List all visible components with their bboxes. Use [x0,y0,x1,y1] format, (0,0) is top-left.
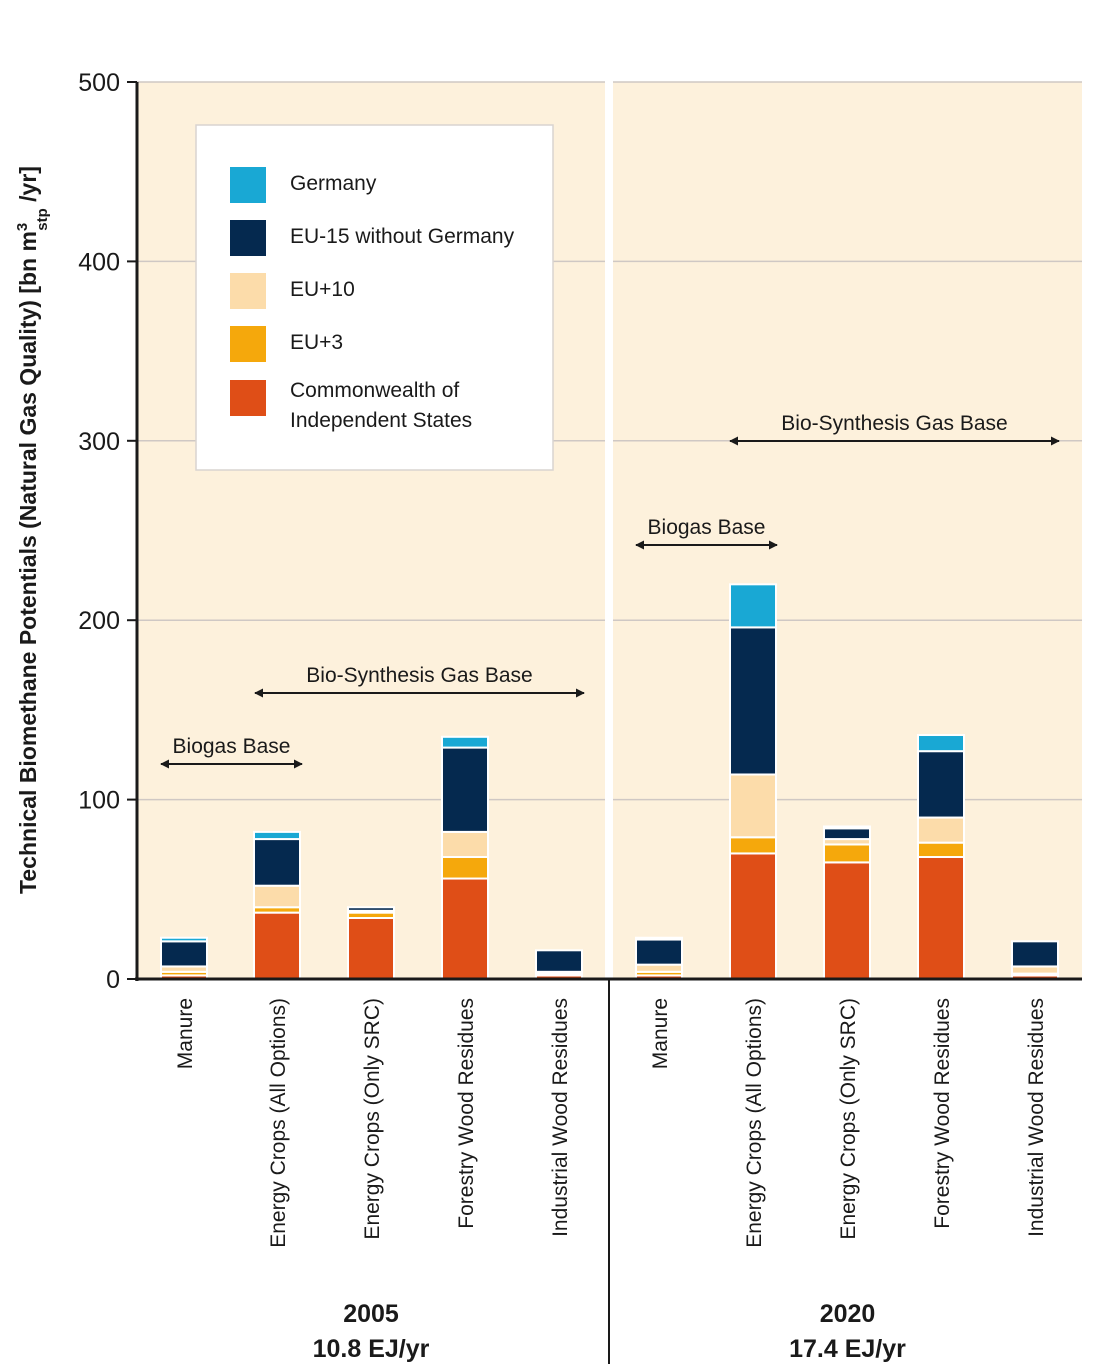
panel-year-2005: 2005 [343,1300,399,1328]
bar-segment-2020-industrial-wood-residues-eu-10 [1011,965,1059,975]
bar-segment-2020-energy-crops-all-options-eu-10 [729,773,777,839]
y-tick-label: 400 [78,248,120,276]
bar-segment-2005-industrial-wood-residues-eu-15-without-germany [535,949,583,973]
bar-segment-2020-energy-crops-all-options-commonwealth-of-independent-states [729,852,777,980]
category-label-2005-manure: Manure [174,998,197,1069]
range-label-biogas-base-2020: Biogas Base [648,516,766,539]
panel-total-2005: 10.8 EJ/yr [313,1335,430,1363]
y-tick-label: 0 [106,966,120,994]
bar-segment-2005-energy-crops-only-src-commonwealth-of-independent-states [347,917,395,981]
bar-segment-2020-forestry-wood-residues-germany [917,734,965,753]
legend-label-commonwealth-of-independent-states: Commonwealth of [290,379,459,402]
bar-segment-2005-manure-germany [160,936,208,943]
bar-segment-2020-energy-crops-only-src-commonwealth-of-independent-states [823,861,871,981]
bar-segment-2020-forestry-wood-residues-commonwealth-of-independent-states [917,856,965,980]
category-label-2020-energy-crops-all-options: Energy Crops (All Options) [743,998,766,1248]
category-label-2005-industrial-wood-residues: Industrial Wood Residues [549,998,572,1237]
bar-segment-2005-manure-eu-15-without-germany [160,940,208,968]
y-axis-title-tail: /yr] [15,166,41,208]
bar-segment-2005-energy-crops-all-options-germany [253,830,301,841]
panel-year-2020: 2020 [820,1300,876,1328]
bar-segment-2020-energy-crops-all-options-eu-3 [729,836,777,855]
category-label-2005-energy-crops-only-src: Energy Crops (Only SRC) [361,998,384,1240]
bar-segment-2005-forestry-wood-residues-commonwealth-of-independent-states [441,877,489,981]
bar-segment-2020-forestry-wood-residues-eu-10 [917,816,965,844]
bar-segment-2020-energy-crops-only-src-eu-3 [823,843,871,864]
category-label-2020-manure: Manure [649,998,672,1069]
y-axis-title-sup: 3 [14,223,31,231]
bar-segment-2005-forestry-wood-residues-eu-15-without-germany [441,746,489,833]
bar-segment-2005-forestry-wood-residues-germany [441,735,489,749]
legend-swatch-eu-10 [230,273,266,309]
bar-segment-2005-energy-crops-all-options-commonwealth-of-independent-states [253,911,301,981]
y-axis-title: Technical Biomethane Potentials (Natural… [14,166,51,894]
bar-segment-2005-energy-crops-only-src-eu-15-without-germany [347,906,395,912]
bar-segment-2020-forestry-wood-residues-eu-3 [917,841,965,859]
bar-segment-2020-industrial-wood-residues-eu-15-without-germany [1011,940,1059,968]
legend-label-commonwealth-of-independent-states: Independent States [290,409,472,432]
y-tick-label: 300 [78,428,120,456]
y-axis-title-sub: stp [34,208,51,231]
panel-total-2020: 17.4 EJ/yr [789,1335,906,1363]
range-label-bio-synthesis-gas-base-2005: Bio-Synthesis Gas Base [306,664,532,687]
bar-segment-2020-manure-germany [635,936,683,941]
legend-label-eu-3: EU+3 [290,331,343,354]
bar-segment-2005-forestry-wood-residues-eu-3 [441,856,489,880]
bar-segment-2020-manure-eu-10 [635,963,683,973]
bar-segment-2020-energy-crops-only-src-germany [823,825,871,830]
legend-swatch-eu-15-without-germany [230,220,266,256]
y-tick-label: 100 [78,787,120,815]
category-label-2005-energy-crops-all-options: Energy Crops (All Options) [267,998,290,1248]
legend-swatch-eu-3 [230,326,266,362]
category-label-2020-industrial-wood-residues: Industrial Wood Residues [1025,998,1048,1237]
y-tick-label: 500 [78,69,120,97]
range-label-biogas-base-2005: Biogas Base [173,735,291,758]
legend-swatch-commonwealth-of-independent-states [230,380,266,416]
range-label-bio-synthesis-gas-base-2020: Bio-Synthesis Gas Base [781,412,1007,435]
y-axis-title-main: Technical Biomethane Potentials (Natural… [15,231,41,894]
bar-segment-2020-energy-crops-all-options-germany [729,583,777,629]
bar-segment-2005-energy-crops-all-options-eu-10 [253,884,301,909]
bar-segment-2005-forestry-wood-residues-eu-10 [441,830,489,859]
category-label-2020-forestry-wood-residues: Forestry Wood Residues [931,998,954,1229]
bar-segment-2020-energy-crops-all-options-eu-15-without-germany [729,626,777,776]
bar-segment-2020-forestry-wood-residues-eu-15-without-germany [917,750,965,819]
bar-segment-2005-energy-crops-all-options-eu-15-without-germany [253,838,301,887]
bar-segment-2020-manure-eu-15-without-germany [635,938,683,966]
y-tick-label: 200 [78,607,120,635]
bar-segment-2020-energy-crops-only-src-eu-15-without-germany [823,827,871,841]
legend-label-eu-10: EU+10 [290,278,355,301]
category-label-2020-energy-crops-only-src: Energy Crops (Only SRC) [837,998,860,1240]
legend-label-eu-15-without-germany: EU-15 without Germany [290,225,515,248]
legend-label-germany: Germany [290,172,377,195]
category-label-2005-forestry-wood-residues: Forestry Wood Residues [455,998,478,1229]
legend-swatch-germany [230,167,266,203]
